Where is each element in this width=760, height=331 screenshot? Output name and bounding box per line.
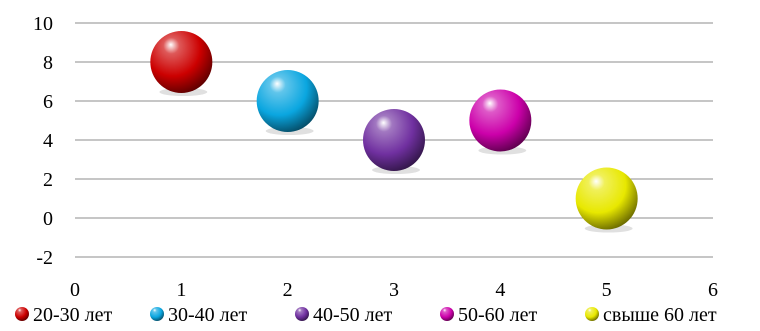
x-tick-label: 4: [495, 279, 505, 301]
legend-item[interactable]: 50-60 лет: [440, 304, 538, 326]
legend-marker: [440, 307, 454, 321]
legend-item[interactable]: 40-50 лет: [295, 304, 393, 326]
y-tick-label: 2: [43, 169, 53, 191]
x-axis-ticks: 0 1 2 3 4 5 6: [70, 279, 718, 301]
x-tick-label: 5: [602, 279, 612, 301]
y-tick-label: -2: [36, 247, 53, 269]
y-tick-label: 8: [43, 52, 53, 74]
data-point: [256, 70, 319, 135]
legend-marker: [150, 307, 164, 321]
legend-marker: [585, 307, 599, 321]
y-axis-ticks: -2 0 2 4 6 8 10: [33, 13, 53, 269]
x-tick-label: 3: [389, 279, 399, 301]
legend-label: 30-40 лет: [168, 304, 248, 326]
legend-label: 20-30 лет: [33, 304, 113, 326]
y-tick-label: 0: [43, 208, 53, 230]
data-point: [150, 31, 213, 96]
legend-label: 50-60 лет: [458, 304, 538, 326]
x-tick-label: 6: [708, 279, 718, 301]
legend-marker: [15, 307, 29, 321]
y-tick-label: 4: [43, 130, 53, 152]
legend-item[interactable]: 30-40 лет: [150, 304, 248, 326]
x-tick-label: 0: [70, 279, 80, 301]
x-tick-label: 1: [176, 279, 186, 301]
data-points: [150, 31, 638, 233]
y-tick-label: 10: [33, 13, 53, 35]
legend-label: 40-50 лет: [313, 304, 393, 326]
data-point: [363, 109, 425, 174]
data-point: [575, 167, 638, 233]
data-point: [469, 89, 532, 155]
legend-label: свыше 60 лет: [603, 304, 717, 326]
x-tick-label: 2: [283, 279, 293, 301]
y-tick-label: 6: [43, 91, 53, 113]
legend[interactable]: 20-30 лет 30-40 лет 40-50 лет 50-60 лет свыш…: [15, 304, 717, 326]
legend-marker: [295, 307, 309, 321]
legend-item[interactable]: 20-30 лет: [15, 304, 113, 326]
legend-item[interactable]: свыше 60 лет: [585, 304, 717, 326]
